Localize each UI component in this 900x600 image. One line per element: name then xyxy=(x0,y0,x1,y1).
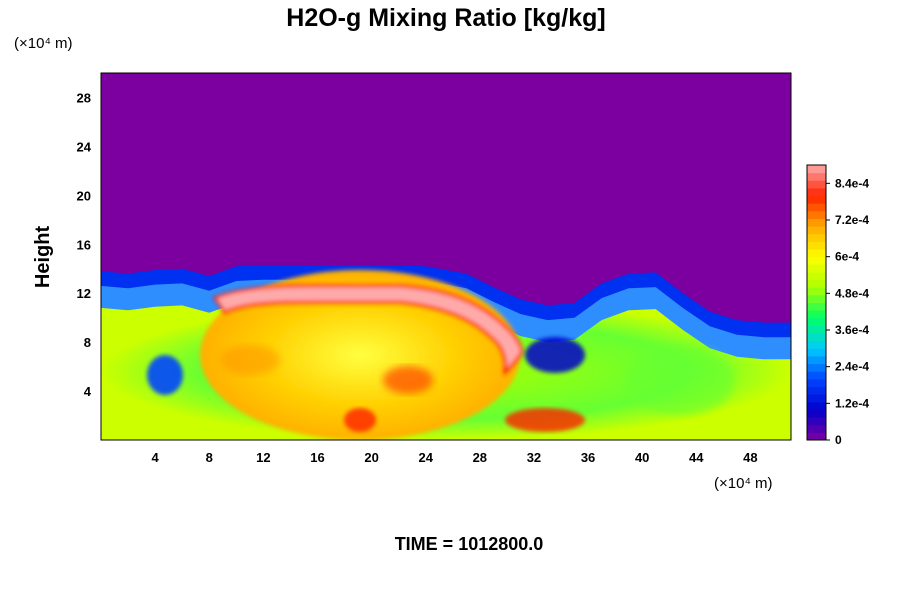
colorbar-tick-label: 6e-4 xyxy=(835,250,859,264)
colorbar-band xyxy=(807,310,826,319)
colorbar-frame xyxy=(806,164,827,441)
y-tick-label: 16 xyxy=(77,237,91,252)
y-tick-label: 20 xyxy=(77,188,91,203)
colorbar-band xyxy=(807,241,826,250)
red-eddy-1 xyxy=(383,366,433,394)
colorbar-band xyxy=(807,195,826,204)
colorbar: 0 1.2e-4 2.4e-4 3.6e-4 4.8e-4 6e-4 7.2e-4 8.4e-… xyxy=(806,164,869,447)
colorbar-tick-label: 8.4e-4 xyxy=(835,176,869,190)
colorbar-band xyxy=(807,256,826,265)
colorbar-tick-label: 3.6e-4 xyxy=(835,323,869,337)
colorbar-band xyxy=(807,417,826,426)
y-tick-label: 28 xyxy=(77,90,91,105)
colorbar-band xyxy=(807,378,826,388)
colorbar-tick-label: 0 xyxy=(835,433,842,447)
y-ticks: 4 8 12 16 20 24 28 xyxy=(77,90,92,399)
red-eddy-4 xyxy=(220,345,280,375)
x-tick-label: 24 xyxy=(418,450,433,465)
colorbar-band xyxy=(807,348,826,357)
colorbar-tick-label: 2.4e-4 xyxy=(835,360,869,374)
colorbar-band xyxy=(807,249,826,258)
green-eddy-1 xyxy=(625,345,735,415)
x-tick-label: 12 xyxy=(256,450,270,465)
colorbar-band xyxy=(807,294,826,303)
plot-frame xyxy=(100,72,792,441)
x-tick-label: 8 xyxy=(206,450,213,465)
colorbar-band xyxy=(807,226,826,235)
colorbar-band xyxy=(807,363,826,372)
outflow-front-pink xyxy=(212,284,524,376)
x-tick-label: 32 xyxy=(527,450,541,465)
x-tick-label: 44 xyxy=(689,450,704,465)
x-ticks: 4 8 12 16 20 24 28 32 36 40 44 48 xyxy=(152,450,758,465)
colorbar-band xyxy=(807,264,826,273)
colorbar-tick-label: 7.2e-4 xyxy=(835,213,869,227)
colorbar-band xyxy=(807,371,826,380)
colorbar-band xyxy=(807,210,826,219)
colorbar-band xyxy=(807,218,826,227)
x-tick-label: 40 xyxy=(635,450,649,465)
cold-pool-core xyxy=(200,270,520,440)
colorbar-band xyxy=(807,180,826,189)
colorbar-band xyxy=(807,333,826,342)
colorbar-band xyxy=(807,203,826,212)
colorbar-band xyxy=(807,279,826,288)
chart-title: H2O-g Mixing Ratio [kg/kg] xyxy=(286,4,605,32)
colorbar-band xyxy=(807,424,826,433)
blue-eddy-1 xyxy=(147,355,183,395)
colorbar-band xyxy=(807,287,826,296)
red-eddy-2 xyxy=(344,408,376,432)
colorbar-band xyxy=(807,355,826,365)
colorbar-band xyxy=(807,187,826,197)
colorbar-tick-label: 4.8e-4 xyxy=(835,286,869,300)
colorbar-band xyxy=(807,172,826,181)
plot-area xyxy=(101,73,791,440)
colorbar-band xyxy=(807,409,826,418)
y-tick-label: 4 xyxy=(84,384,92,399)
colorbar-band xyxy=(807,401,826,410)
x-tick-label: 4 xyxy=(152,450,160,465)
y-tick-label: 8 xyxy=(84,335,91,350)
x-tick-label: 36 xyxy=(581,450,595,465)
colorbar-band xyxy=(807,394,826,403)
x-tick-label: 28 xyxy=(473,450,487,465)
y-tick-label: 24 xyxy=(77,139,92,154)
blue-eddy-2 xyxy=(525,337,585,373)
red-eddy-3 xyxy=(505,408,585,432)
colorbar-band xyxy=(807,302,826,311)
y-unit-label: (×10⁴ m) xyxy=(14,35,73,52)
colorbar-band xyxy=(807,386,826,395)
x-unit-label: (×10⁴ m) xyxy=(714,475,773,492)
x-tick-label: 48 xyxy=(743,450,757,465)
colorbar-band xyxy=(807,271,826,281)
colorbar-band xyxy=(807,165,826,174)
y-tick-label: 12 xyxy=(77,286,91,301)
time-label: TIME = 1012800.0 xyxy=(395,534,544,554)
colorbar-band xyxy=(807,340,826,349)
colorbar-band xyxy=(807,317,826,326)
x-tick-label: 16 xyxy=(310,450,324,465)
colorbar-band xyxy=(807,432,826,441)
colorbar-band xyxy=(807,325,826,334)
y-axis-label: Height xyxy=(32,226,54,289)
colorbar-tick-label: 1.2e-4 xyxy=(835,396,869,410)
x-tick-label: 20 xyxy=(364,450,378,465)
colorbar-band xyxy=(807,233,826,242)
